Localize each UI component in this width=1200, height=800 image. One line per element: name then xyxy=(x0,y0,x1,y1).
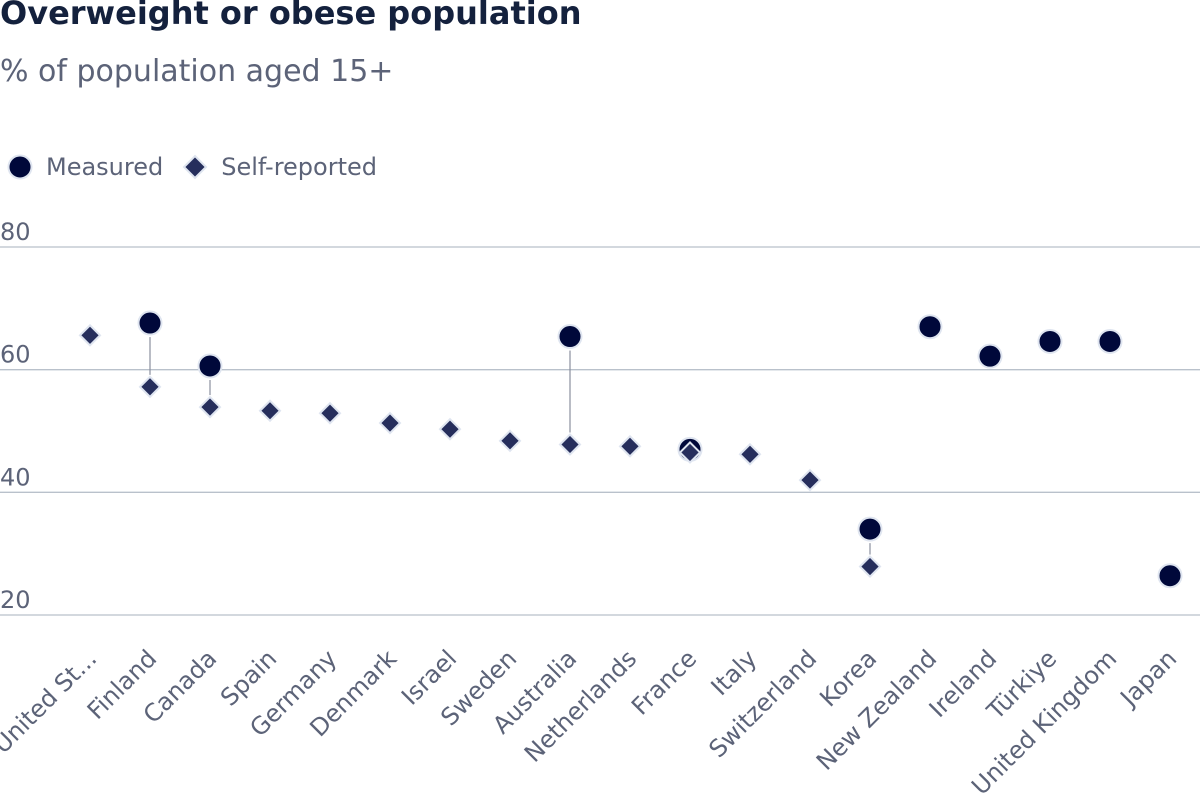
x-category-label: Japan xyxy=(1114,644,1183,713)
measured-point xyxy=(137,310,163,336)
measured-point xyxy=(857,516,883,542)
legend-item-self-reported[interactable]: Self-reported xyxy=(181,153,377,181)
chart-title: Overweight or obese population xyxy=(0,0,582,32)
y-tick-label-40: 40 xyxy=(0,463,31,491)
measured-point xyxy=(977,343,1003,369)
self-reported-point xyxy=(318,401,342,425)
self-reported-point xyxy=(678,441,702,464)
self-reported-point xyxy=(138,375,162,399)
self-reported-point xyxy=(438,417,462,441)
legend: Measured Self-reported xyxy=(6,152,395,182)
circle-marker-icon xyxy=(7,154,33,180)
chart-subtitle: % of population aged 15+ xyxy=(0,54,394,89)
y-tick-label-60: 60 xyxy=(0,341,31,369)
self-reported-point xyxy=(78,323,102,347)
self-reported-point xyxy=(858,555,882,578)
legend-item-measured[interactable]: Measured xyxy=(6,153,163,181)
measured-point xyxy=(197,353,223,379)
self-reported-point xyxy=(258,399,282,423)
legend-label-measured: Measured xyxy=(46,153,164,181)
legend-label-self-reported: Self-reported xyxy=(221,153,377,181)
measured-point xyxy=(1037,328,1063,354)
self-reported-point xyxy=(558,433,582,456)
self-reported-point xyxy=(738,442,762,466)
self-reported-point xyxy=(198,395,222,419)
x-category-label: Switzerland xyxy=(703,644,822,763)
x-category-label: France xyxy=(626,644,702,720)
y-tick-label-20: 20 xyxy=(0,586,31,614)
y-tick-label-80: 80 xyxy=(0,218,31,246)
self-reported-point xyxy=(618,434,642,458)
self-reported-point xyxy=(498,429,522,453)
measured-point xyxy=(1157,563,1183,589)
diamond-marker-icon xyxy=(182,154,208,180)
measured-point xyxy=(917,314,943,340)
measured-point xyxy=(1097,328,1123,354)
self-reported-point xyxy=(378,411,402,435)
self-reported-point xyxy=(798,468,822,492)
measured-point xyxy=(557,324,583,350)
